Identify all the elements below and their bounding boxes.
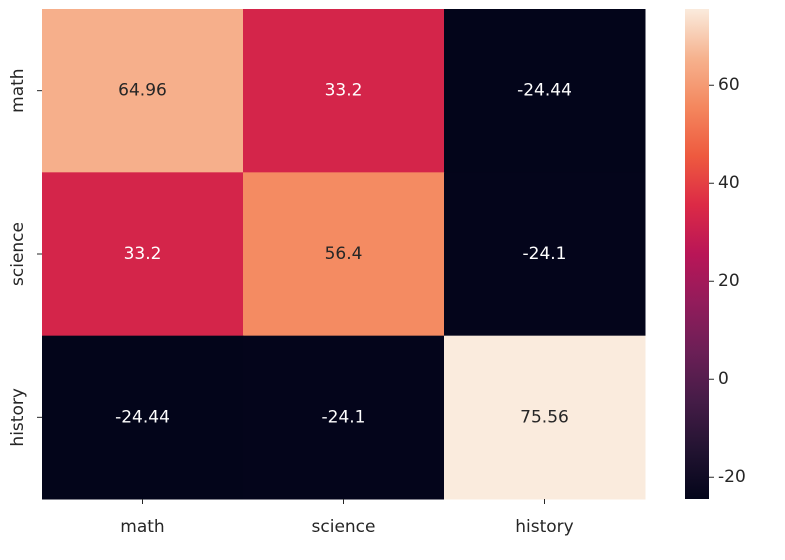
colorbar bbox=[685, 9, 709, 499]
y-tick-label: history bbox=[8, 388, 28, 446]
cell-label: -24.1 bbox=[322, 407, 366, 427]
cell-label: 33.2 bbox=[325, 81, 363, 101]
heatmap-cell bbox=[42, 172, 244, 337]
cell-label: -24.44 bbox=[115, 407, 170, 427]
heatmap-cell bbox=[42, 9, 244, 173]
cell-label: -24.44 bbox=[517, 81, 572, 101]
heatmap-cell bbox=[444, 172, 646, 337]
heatmap-cell bbox=[444, 9, 646, 173]
colorbar-tick-label: 40 bbox=[718, 173, 740, 193]
cell-label: 56.4 bbox=[325, 244, 363, 264]
cell-label: 75.56 bbox=[520, 407, 569, 427]
y-tick-label: science bbox=[8, 222, 28, 286]
heatmap-cell bbox=[243, 335, 445, 500]
heatmap-cell bbox=[42, 335, 244, 500]
x-tick-label: math bbox=[120, 517, 164, 537]
x-tick-label: history bbox=[515, 517, 573, 537]
cell-label: 64.96 bbox=[118, 81, 167, 101]
heatmap-cell bbox=[444, 335, 646, 500]
colorbar-tick-label: 60 bbox=[718, 75, 740, 95]
cell-label: 33.2 bbox=[124, 244, 162, 264]
colorbar-tick-label: -20 bbox=[718, 467, 746, 487]
colorbar-tick-label: 20 bbox=[718, 271, 740, 291]
y-tick-label: math bbox=[8, 68, 28, 112]
x-tick-label: science bbox=[312, 517, 376, 537]
colorbar-tick-label: 0 bbox=[718, 369, 729, 389]
heatmap-cell bbox=[243, 9, 445, 173]
cell-label: -24.1 bbox=[523, 244, 567, 264]
heatmap-cell bbox=[243, 172, 445, 337]
